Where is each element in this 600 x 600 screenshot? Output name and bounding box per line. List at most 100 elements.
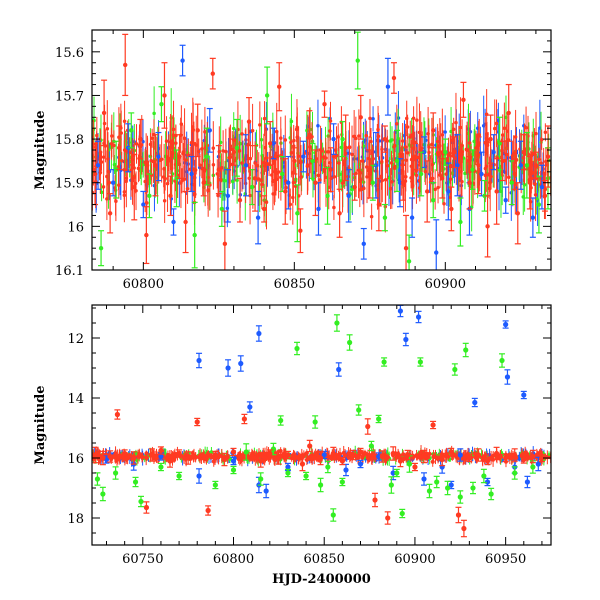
data-point <box>403 336 409 343</box>
data-point <box>347 339 353 346</box>
data-point <box>334 320 340 326</box>
data-point <box>149 452 155 458</box>
data-point <box>143 504 150 511</box>
top-data-layer <box>92 31 551 270</box>
cloud-point <box>483 140 488 145</box>
data-point <box>331 136 336 142</box>
x-tick-label: 60800 <box>213 552 254 567</box>
y-tick-label: 18 <box>67 512 84 527</box>
cloud-point <box>504 152 509 157</box>
cloud-point <box>122 119 127 124</box>
data-point <box>123 62 128 68</box>
cloud-point <box>122 193 127 197</box>
cloud-point <box>522 183 527 187</box>
data-point <box>405 452 411 458</box>
cloud-point <box>113 451 118 456</box>
cloud-point <box>107 180 112 185</box>
data-point <box>238 360 244 367</box>
data-point <box>444 485 451 491</box>
cloud-point <box>541 171 546 175</box>
data-point <box>107 453 113 460</box>
data-point <box>337 211 342 216</box>
data-point <box>264 93 270 98</box>
y-tick-label: 16.1 <box>55 264 84 279</box>
data-point <box>365 423 371 430</box>
cloud-point <box>114 199 118 203</box>
cloud-point <box>165 181 170 186</box>
data-point <box>328 167 333 172</box>
cloud-point <box>190 453 195 458</box>
x-tick-label: 60950 <box>485 552 526 567</box>
data-point <box>367 171 373 177</box>
data-point <box>131 455 137 461</box>
cloud-point <box>438 173 442 177</box>
cloud-point <box>144 455 150 460</box>
cloud-point <box>117 454 122 459</box>
cloud-point <box>440 133 445 137</box>
cloud-point <box>390 138 394 142</box>
x-tick-label: 60750 <box>122 552 163 567</box>
cloud-point <box>305 456 311 461</box>
data-point <box>370 180 376 185</box>
data-point <box>249 184 255 190</box>
data-point <box>385 515 391 521</box>
data-point <box>518 163 524 168</box>
data-point <box>376 416 382 422</box>
cloud-point <box>240 453 245 458</box>
data-point <box>278 417 284 424</box>
data-point <box>307 443 313 449</box>
cloud-point <box>444 172 448 176</box>
cloud-point <box>119 131 123 135</box>
cloud-point <box>193 192 197 197</box>
cloud-point <box>124 179 128 184</box>
data-point <box>234 145 240 151</box>
data-point <box>457 494 463 500</box>
cloud-point <box>443 130 447 134</box>
data-point <box>509 180 514 185</box>
data-point <box>339 479 345 485</box>
bottom-x-axis-title: HJD-2400000 <box>272 572 371 587</box>
data-point <box>195 128 200 133</box>
data-point <box>93 452 99 458</box>
cloud-point <box>283 138 288 142</box>
data-point <box>533 163 539 168</box>
cloud-point <box>449 163 453 168</box>
data-point <box>431 128 436 133</box>
data-point <box>484 479 491 485</box>
data-point <box>141 202 146 207</box>
cloud-point <box>231 126 236 131</box>
data-point <box>277 84 282 89</box>
data-point <box>446 189 451 194</box>
data-point <box>285 452 291 458</box>
data-point <box>485 224 490 229</box>
data-point <box>424 189 430 194</box>
data-point <box>475 452 482 458</box>
data-point <box>113 167 119 172</box>
data-point <box>144 232 149 238</box>
data-point <box>466 455 472 461</box>
bottom-ticks <box>92 305 551 545</box>
data-point <box>261 206 267 212</box>
cloud-point <box>430 459 435 464</box>
cloud-point <box>228 153 232 157</box>
cloud-point <box>159 157 164 161</box>
top-y-axis-title: Magnitude <box>33 110 48 189</box>
data-point <box>204 154 209 159</box>
cloud-point <box>442 201 446 206</box>
data-point <box>276 455 282 461</box>
data-point <box>126 145 131 151</box>
cloud-point <box>261 455 266 460</box>
data-point <box>530 464 536 470</box>
data-point <box>92 171 98 177</box>
cloud-point <box>105 126 110 131</box>
cloud-point <box>151 159 156 164</box>
cloud-point <box>371 157 376 161</box>
bottom-series-2 <box>92 409 545 538</box>
cloud-point <box>472 451 477 456</box>
cloud-point <box>352 134 356 139</box>
cloud-point <box>392 166 397 171</box>
data-point <box>321 452 327 458</box>
data-point <box>418 171 424 177</box>
cloud-point <box>105 197 109 201</box>
